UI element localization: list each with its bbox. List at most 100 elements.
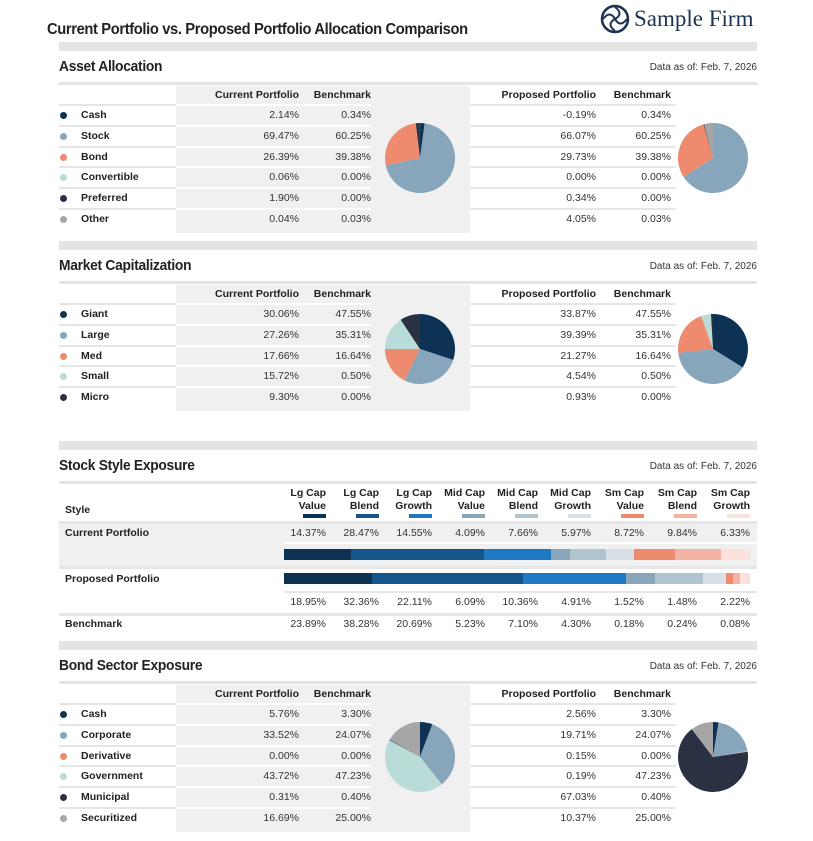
current-benchmark-value: 0.00%: [291, 391, 371, 403]
row-divider: [176, 786, 371, 788]
legend-dot: [60, 195, 67, 202]
current-value: 16.69%: [219, 812, 299, 824]
row-divider: [176, 365, 371, 367]
current-value: 43.72%: [219, 770, 299, 782]
row-divider: [59, 521, 757, 524]
proposed-value: 0.34%: [516, 192, 596, 204]
row-divider: [470, 208, 676, 210]
data-date: Data as of: Feb. 7, 2026: [650, 62, 757, 73]
legend-dot: [60, 332, 67, 339]
row-divider: [59, 613, 757, 616]
row-label: Proposed Portfolio: [65, 573, 160, 585]
current-benchmark-value: 24.07%: [291, 729, 371, 741]
row-divider: [59, 386, 176, 388]
row-divider: [470, 703, 676, 705]
header-divider: [59, 481, 757, 484]
proposed-benchmark-value: 0.00%: [591, 391, 671, 403]
row-divider: [470, 345, 676, 347]
row-divider: [176, 187, 371, 189]
style-color-key: [674, 514, 697, 518]
row-label: Securitized: [81, 812, 137, 824]
proposed-value: 4.05%: [516, 213, 596, 225]
proposed-value: 33.87%: [516, 308, 596, 320]
swirl-logo-icon: [600, 4, 630, 34]
proposed-value: 21.27%: [516, 350, 596, 362]
current-benchmark-value: 0.00%: [291, 192, 371, 204]
row-divider: [59, 166, 176, 168]
proposed-value: 39.39%: [516, 329, 596, 341]
row-divider: [470, 807, 676, 809]
proposed-benchmark-value: 16.64%: [591, 350, 671, 362]
current-benchmark-value: 39.38%: [291, 151, 371, 163]
current-value: 0.00%: [219, 750, 299, 762]
style-bar-segment: [606, 549, 634, 560]
row-divider: [59, 786, 176, 788]
row-divider: [470, 146, 676, 148]
proposed-benchmark-value: 39.38%: [591, 151, 671, 163]
row-label: Med: [81, 350, 102, 362]
legend-dot: [60, 174, 67, 181]
proposed-value: 67.03%: [516, 791, 596, 803]
row-divider: [470, 104, 676, 106]
row-divider: [284, 542, 757, 544]
legend-dot: [60, 373, 67, 380]
current-benchmark-value: 16.64%: [291, 350, 371, 362]
style-color-key: [303, 514, 326, 518]
current-value: 1.90%: [219, 192, 299, 204]
row-divider: [59, 208, 176, 210]
current-benchmark-value: 0.34%: [291, 109, 371, 121]
row-label: Giant: [81, 308, 108, 320]
style-bar-segment: [523, 573, 626, 584]
row-divider: [59, 324, 176, 326]
legend-dot: [60, 815, 67, 822]
row-label: Micro: [81, 391, 109, 403]
current-value: 0.31%: [219, 791, 299, 803]
current-value: 30.06%: [219, 308, 299, 320]
style-label: Style: [65, 504, 90, 516]
section-bond-sector-exposure: Bond Sector Exposure Data as of: Feb. 7,…: [59, 641, 757, 841]
style-bar-segment: [740, 573, 751, 584]
proposed-pie: [678, 123, 748, 193]
proposed-value: 2.22%: [670, 596, 750, 608]
row-divider: [176, 807, 371, 809]
header-divider: [59, 281, 757, 284]
current-value: 26.39%: [219, 151, 299, 163]
style-color-key: [621, 514, 644, 518]
style-header: Growth: [640, 500, 750, 512]
row-label: Other: [81, 213, 109, 225]
section-asset-allocation: Asset Allocation Data as of: Feb. 7, 202…: [59, 42, 757, 242]
proposed-benchmark-value: 47.23%: [591, 770, 671, 782]
row-divider: [176, 345, 371, 347]
pie-slice: [713, 722, 747, 757]
row-divider: [59, 765, 176, 767]
legend-dot: [60, 794, 67, 801]
row-divider: [176, 104, 371, 106]
proposed-pie: [678, 314, 748, 384]
proposed-benchmark-value: 0.00%: [591, 192, 671, 204]
row-divider: [470, 303, 676, 305]
proposed-benchmark-value: 0.40%: [591, 791, 671, 803]
style-bar-segment: [703, 573, 726, 584]
row-divider: [176, 703, 371, 705]
row-divider: [59, 566, 757, 569]
row-divider: [470, 745, 676, 747]
legend-dot: [60, 711, 67, 718]
proposed-pie: [678, 722, 748, 792]
legend-dot: [60, 353, 67, 360]
legend-dot: [60, 773, 67, 780]
style-color-key: [515, 514, 538, 518]
row-divider: [59, 703, 176, 705]
proposed-benchmark-value: 60.25%: [591, 130, 671, 142]
current-value: 0.04%: [219, 213, 299, 225]
style-color-key: [409, 514, 432, 518]
row-divider: [470, 365, 676, 367]
header-divider: [59, 82, 757, 85]
section-title: Asset Allocation: [59, 58, 162, 75]
row-label: Cash: [81, 708, 107, 720]
style-color-key: [727, 514, 750, 518]
current-benchmark-value: 47.55%: [291, 308, 371, 320]
style-bar-segment: [626, 573, 655, 584]
style-bar-segment: [655, 573, 704, 584]
row-label: Stock: [81, 130, 110, 142]
proposed-value: 66.07%: [516, 130, 596, 142]
